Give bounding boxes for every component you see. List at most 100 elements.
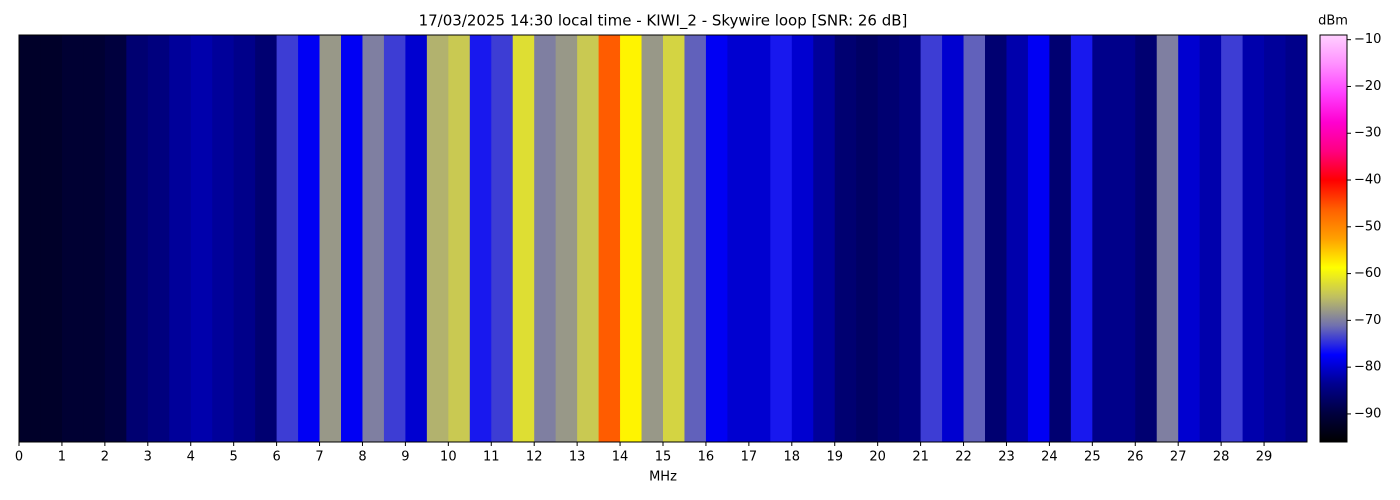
x-tick-label: 15 — [655, 450, 672, 465]
x-tick-label: 29 — [1256, 450, 1273, 465]
x-tick-label: 6 — [272, 450, 280, 465]
heatmap-cell — [405, 35, 428, 442]
x-tick-label: 17 — [741, 450, 758, 465]
x-tick-label: 20 — [869, 450, 886, 465]
x-tick-label: 26 — [1127, 450, 1144, 465]
heatmap-cell — [1285, 35, 1308, 442]
colorbar-tick-label: −10 — [1354, 32, 1381, 47]
heatmap-cell — [534, 35, 557, 442]
heatmap-cell — [126, 35, 149, 442]
heatmap-cell — [19, 35, 41, 442]
heatmap-cell — [1092, 35, 1115, 442]
heatmap-cell — [598, 35, 621, 442]
x-tick-label: 3 — [144, 450, 152, 465]
heatmap-cell — [40, 35, 63, 442]
heatmap-cell — [1006, 35, 1029, 442]
heatmap-cell — [877, 35, 900, 442]
heatmap-cell — [1135, 35, 1158, 442]
heatmap-cell — [663, 35, 685, 442]
x-tick-label: 2 — [101, 450, 109, 465]
x-tick-label: 7 — [315, 450, 323, 465]
heatmap-cell — [813, 35, 836, 442]
heatmap-cell — [362, 35, 385, 442]
heatmap-cell — [383, 35, 406, 442]
x-tick-label: 13 — [569, 450, 586, 465]
heatmap-cell — [963, 35, 986, 442]
chart-title: 17/03/2025 14:30 local time - KIWI_2 - S… — [419, 12, 908, 31]
heatmap-cell — [319, 35, 342, 442]
heatmap-cell — [1049, 35, 1072, 442]
heatmap-cell — [1221, 35, 1244, 442]
heatmap-cell — [190, 35, 213, 442]
heatmap-cell — [276, 35, 299, 442]
colorbar-tick-label: −80 — [1354, 360, 1381, 375]
heatmap-cell — [748, 35, 771, 442]
heatmap-cell — [727, 35, 750, 442]
heatmap-cell — [1113, 35, 1136, 442]
colorbar-tick-label: −40 — [1354, 173, 1381, 188]
x-tick-label: 8 — [358, 450, 366, 465]
heatmap-cell — [341, 35, 363, 442]
heatmap-cell — [942, 35, 965, 442]
heatmap-cell — [448, 35, 471, 442]
colorbar-label: dBm — [1318, 14, 1348, 29]
x-tick-label: 9 — [401, 450, 409, 465]
x-tick-label: 22 — [955, 450, 972, 465]
x-tick-label: 24 — [1041, 450, 1058, 465]
x-tick-label: 11 — [483, 450, 500, 465]
colorbar — [1319, 34, 1348, 443]
colorbar-tick-label: −60 — [1354, 266, 1381, 281]
heatmap-cell — [147, 35, 170, 442]
heatmap-cell — [1242, 35, 1265, 442]
heatmap-cell — [577, 35, 600, 442]
x-tick-label: 5 — [230, 450, 238, 465]
heatmap-cell — [426, 35, 449, 442]
heatmap-cell — [856, 35, 879, 442]
heatmap-cell — [512, 35, 535, 442]
x-tick-label: 18 — [784, 450, 801, 465]
heatmap-cell — [899, 35, 922, 442]
heatmap-cell — [1027, 35, 1050, 442]
heatmap-cell — [1178, 35, 1201, 442]
x-tick-label: 27 — [1170, 450, 1187, 465]
heatmap-cell — [770, 35, 793, 442]
heatmap-cell — [985, 35, 1007, 442]
x-tick-label: 1 — [58, 450, 66, 465]
heatmap-cell — [255, 35, 278, 442]
heatmap-cell — [233, 35, 256, 442]
colorbar-tick-label: −70 — [1354, 313, 1381, 328]
x-tick-label: 25 — [1084, 450, 1101, 465]
x-tick-label: 16 — [698, 450, 715, 465]
x-tick-label: 28 — [1213, 450, 1230, 465]
heatmap-cell — [920, 35, 943, 442]
x-tick-label: 19 — [826, 450, 843, 465]
heatmap-cell — [169, 35, 192, 442]
x-tick-label: 14 — [612, 450, 629, 465]
colorbar-tick-label: −30 — [1354, 126, 1381, 141]
x-tick-label: 0 — [15, 450, 23, 465]
x-tick-label: 10 — [440, 450, 457, 465]
heatmap-cell — [104, 35, 127, 442]
heatmap-cell — [684, 35, 707, 442]
x-tick-label: 4 — [187, 450, 195, 465]
heatmap-cell — [212, 35, 235, 442]
heatmap-cell — [1264, 35, 1287, 442]
heatmap-cell — [791, 35, 814, 442]
heatmap-cell — [620, 35, 643, 442]
heatmap-cell — [469, 35, 492, 442]
heatmap-cell — [641, 35, 664, 442]
heatmap-cell — [83, 35, 106, 442]
heatmap-cell — [491, 35, 514, 442]
heatmap-cell — [1156, 35, 1179, 442]
x-tick-label: 23 — [998, 450, 1015, 465]
heatmap-cell — [555, 35, 578, 442]
heatmap-cell — [834, 35, 857, 442]
x-tick-label: 12 — [526, 450, 543, 465]
colorbar-tick-label: −90 — [1354, 406, 1381, 421]
colorbar-tick-label: −20 — [1354, 79, 1381, 94]
heatmap-cell — [705, 35, 728, 442]
x-tick-label: 21 — [912, 450, 929, 465]
heatmap-cell — [61, 35, 84, 442]
heatmap-cell — [1070, 35, 1093, 442]
